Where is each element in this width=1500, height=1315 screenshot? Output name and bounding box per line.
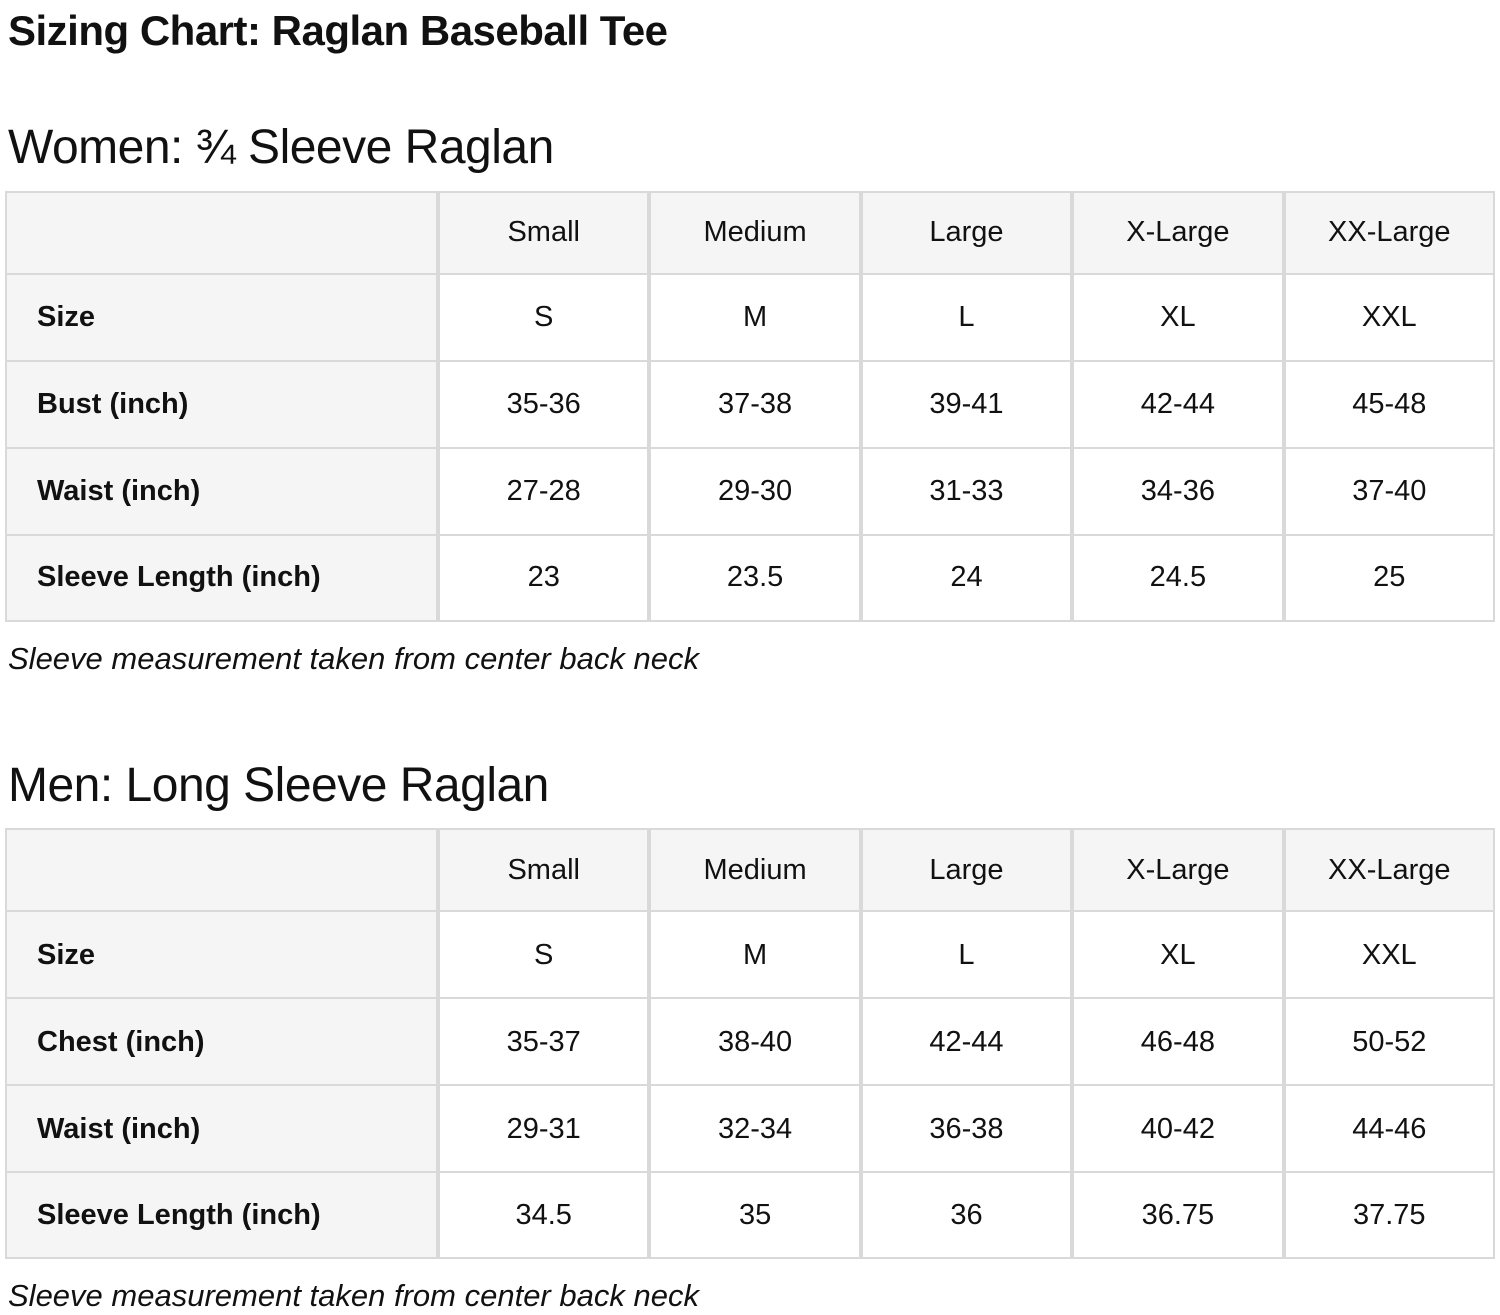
table-row: Waist (inch) 29-31 32-34 36-38 40-42 44-46 xyxy=(5,1085,1495,1173)
value-cell: L xyxy=(860,911,1073,999)
sleeve-note: Sleeve measurement taken from center bac… xyxy=(8,1278,699,1314)
value-cell: 34.5 xyxy=(438,1172,650,1260)
value-cell: 37.75 xyxy=(1283,1172,1495,1260)
sections-container: Women: ¾ Sleeve Raglan Small Medium Large X-… xyxy=(5,120,1495,1314)
value-cell: XL xyxy=(1072,273,1284,361)
table-header-row: Small Medium Large X-Large XX-Large xyxy=(5,828,1495,912)
value-cell: 46-48 xyxy=(1072,998,1284,1086)
value-cell: 25 xyxy=(1283,534,1495,622)
value-cell: 38-40 xyxy=(649,998,861,1086)
column-header: Large xyxy=(860,828,1073,912)
value-cell: 24.5 xyxy=(1072,534,1284,622)
value-cell: XXL xyxy=(1283,911,1495,999)
value-cell: S xyxy=(438,911,650,999)
value-cell: 24 xyxy=(860,534,1073,622)
value-cell: 23 xyxy=(438,534,650,622)
row-label: Waist (inch) xyxy=(5,1085,438,1173)
table-row: Size S M L XL XXL xyxy=(5,911,1495,999)
row-label: Sleeve Length (inch) xyxy=(5,534,438,622)
column-header: Small xyxy=(438,828,650,912)
column-header: Large xyxy=(860,190,1073,274)
sizing-table-men: Small Medium Large X-Large XX-Large Size S M L XL… xyxy=(5,828,1495,1260)
section-heading-women: Women: ¾ Sleeve Raglan xyxy=(8,121,554,175)
value-cell: XXL xyxy=(1283,273,1495,361)
row-label: Chest (inch) xyxy=(5,998,438,1086)
value-cell: 45-48 xyxy=(1283,360,1495,448)
row-label: Sleeve Length (inch) xyxy=(5,1172,438,1260)
value-cell: 40-42 xyxy=(1072,1085,1284,1173)
section-heading-men: Men: Long Sleeve Raglan xyxy=(8,759,549,813)
value-cell: 34-36 xyxy=(1072,447,1284,535)
table-row: Bust (inch) 35-36 37-38 39-41 42-44 45-48 xyxy=(5,360,1495,448)
value-cell: L xyxy=(860,273,1073,361)
table-row: Sleeve Length (inch) 23 23.5 24 24.5 25 xyxy=(5,534,1495,622)
row-label: Waist (inch) xyxy=(5,447,438,535)
size-section-women: Women: ¾ Sleeve Raglan Small Medium Large X-… xyxy=(5,120,1495,676)
sleeve-note: Sleeve measurement taken from center bac… xyxy=(8,640,699,676)
column-header: X-Large xyxy=(1072,828,1284,912)
page-title: Sizing Chart: Raglan Baseball Tee xyxy=(8,7,668,54)
value-cell: 39-41 xyxy=(860,360,1073,448)
value-cell: 35-36 xyxy=(438,360,650,448)
table-row: Sleeve Length (inch) 34.5 35 36 36.75 37.75 xyxy=(5,1172,1495,1260)
column-header: Medium xyxy=(649,828,861,912)
value-cell: 36 xyxy=(860,1172,1073,1260)
column-header: Small xyxy=(438,190,650,274)
value-cell: 36-38 xyxy=(860,1085,1073,1173)
corner-cell xyxy=(5,828,438,912)
table-header-row: Small Medium Large X-Large XX-Large xyxy=(5,190,1495,274)
value-cell: 50-52 xyxy=(1283,998,1495,1086)
value-cell: 29-31 xyxy=(438,1085,650,1173)
value-cell: 42-44 xyxy=(860,998,1073,1086)
value-cell: XL xyxy=(1072,911,1284,999)
value-cell: 42-44 xyxy=(1072,360,1284,448)
value-cell: 35-37 xyxy=(438,998,650,1086)
value-cell: 44-46 xyxy=(1283,1085,1495,1173)
row-label: Bust (inch) xyxy=(5,360,438,448)
value-cell: 32-34 xyxy=(649,1085,861,1173)
table-row: Chest (inch) 35-37 38-40 42-44 46-48 50-52 xyxy=(5,998,1495,1086)
table-row: Size S M L XL XXL xyxy=(5,273,1495,361)
value-cell: 36.75 xyxy=(1072,1172,1284,1260)
value-cell: 35 xyxy=(649,1172,861,1260)
column-header: XX-Large xyxy=(1283,828,1495,912)
value-cell: 27-28 xyxy=(438,447,650,535)
value-cell: 37-38 xyxy=(649,360,861,448)
column-header: X-Large xyxy=(1072,190,1284,274)
value-cell: 31-33 xyxy=(860,447,1073,535)
value-cell: M xyxy=(649,911,861,999)
size-section-men: Men: Long Sleeve Raglan Small Medium Large X… xyxy=(5,758,1495,1314)
value-cell: 23.5 xyxy=(649,534,861,622)
table-row: Waist (inch) 27-28 29-30 31-33 34-36 37-40 xyxy=(5,447,1495,535)
value-cell: 37-40 xyxy=(1283,447,1495,535)
value-cell: S xyxy=(438,273,650,361)
sizing-table-women: Small Medium Large X-Large XX-Large Size S M L XL… xyxy=(5,190,1495,622)
row-label: Size xyxy=(5,273,438,361)
row-label: Size xyxy=(5,911,438,999)
value-cell: M xyxy=(649,273,861,361)
column-header: Medium xyxy=(649,190,861,274)
value-cell: 29-30 xyxy=(649,447,861,535)
column-header: XX-Large xyxy=(1283,190,1495,274)
corner-cell xyxy=(5,190,438,274)
